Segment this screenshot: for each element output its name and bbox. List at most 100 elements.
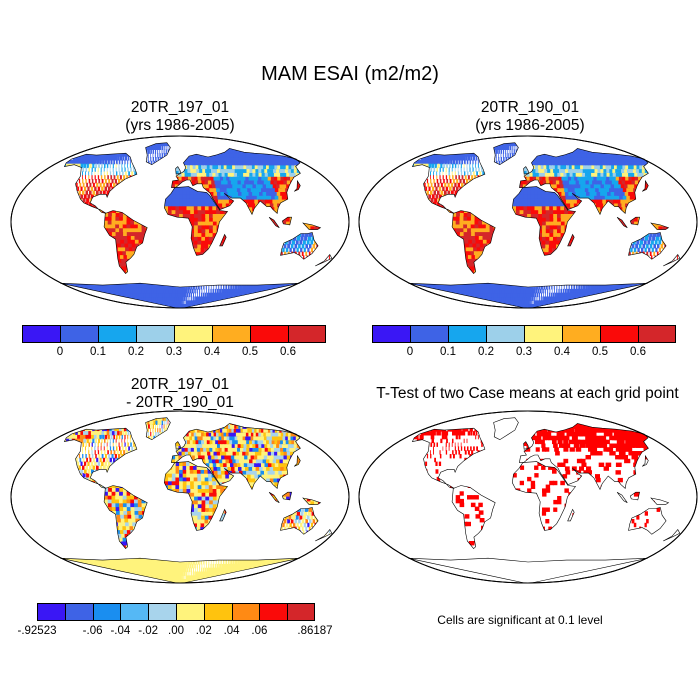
grid-cell: [310, 240, 314, 245]
grid-cell: [119, 223, 124, 229]
grid-cell: [307, 236, 311, 241]
grid-cell: [155, 157, 157, 162]
grid-cell: [560, 205, 565, 211]
grid-cell: [232, 285, 235, 290]
grid-cell: [553, 228, 558, 234]
grid-cell: [556, 209, 562, 214]
grid-cell: [118, 167, 120, 172]
grid-cell: [305, 244, 308, 249]
grid-cell: [101, 179, 104, 184]
grid-cell: [653, 251, 656, 256]
grid-cell: [220, 209, 225, 214]
grid-cell: [534, 198, 539, 203]
grid-cell: [181, 172, 186, 177]
grid-cell: [184, 168, 189, 173]
grid-cell: [252, 183, 259, 189]
grid-cell: [157, 153, 159, 158]
grid-cell: [224, 234, 227, 239]
grid-cell: [132, 246, 138, 252]
grid-cell: [513, 142, 516, 147]
grid-cell: [571, 176, 577, 181]
coastline: [145, 142, 171, 166]
grid-cell: [584, 187, 591, 192]
grid-cell: [447, 159, 450, 165]
grid-cell: [198, 180, 203, 185]
grid-cell: [595, 199, 600, 204]
grid-cell: [465, 156, 468, 161]
grid-cell: [200, 244, 205, 249]
grid-cell: [209, 224, 214, 230]
grid-cell: [545, 213, 551, 218]
grid-cell: [99, 182, 102, 188]
grid-cell: [111, 231, 117, 236]
grid-cell: [454, 190, 458, 195]
grid-cell: [505, 145, 508, 150]
grid-cell: [562, 180, 568, 185]
grid-cell: [208, 183, 214, 189]
grid-cell: [186, 292, 189, 298]
grid-cell: [444, 159, 448, 165]
grid-cell: [212, 201, 217, 207]
grid-cell: [508, 288, 514, 294]
grid-cell: [507, 149, 509, 154]
grid-cell: [534, 201, 539, 207]
grid-cell: [538, 236, 543, 241]
grid-cell: [114, 179, 117, 184]
grid-cell: [642, 244, 646, 249]
grid-cell: [472, 243, 478, 248]
grid-cell: [120, 243, 126, 248]
grid-cell: [579, 168, 586, 173]
grid-cell: [468, 243, 474, 248]
grid-cell: [651, 247, 654, 253]
grid-cell: [130, 231, 136, 236]
grid-cell: [548, 251, 552, 256]
grid-cell: [240, 180, 247, 185]
grid-cell: [569, 172, 575, 177]
grid-cell: [655, 236, 659, 241]
grid-cell: [459, 179, 462, 184]
grid-cell: [201, 157, 206, 162]
grid-cell: [317, 225, 321, 230]
grid-cell: [204, 292, 207, 298]
grid-cell: [557, 191, 563, 196]
grid-cell: [459, 231, 465, 236]
grid-cell: [468, 266, 475, 271]
grid-cell: [206, 172, 211, 177]
grid-cell: [259, 191, 265, 196]
grid-cell: [664, 244, 667, 249]
grid-cell: [188, 300, 191, 305]
grid-cell: [180, 285, 183, 290]
grid-cell: [462, 156, 466, 161]
grid-cell: [527, 198, 532, 203]
grid-cell: [616, 199, 622, 204]
grid-cell: [585, 180, 591, 185]
grid-cell: [212, 187, 218, 192]
grid-cell: [197, 296, 200, 301]
grid-cell: [575, 172, 582, 177]
grid-cell: [648, 236, 652, 241]
grid-cell: [529, 172, 534, 177]
grid-cell: [216, 209, 221, 214]
grid-cell: [629, 187, 636, 192]
grid-cell: [437, 190, 440, 195]
grid-cell: [544, 190, 549, 195]
grid-cell: [179, 209, 184, 214]
grid-cell: [542, 176, 547, 181]
grid-cell: [471, 254, 477, 259]
grid-cell: [209, 228, 214, 234]
grid-cell: [469, 163, 471, 169]
grid-cell: [178, 296, 181, 301]
grid-cell: [601, 180, 608, 185]
grid-cell: [264, 195, 270, 200]
grid-cell: [439, 175, 441, 180]
grid-cell: [150, 149, 152, 154]
grid-cell: [255, 191, 261, 196]
grid-cell: [254, 187, 260, 192]
grid-cell: [467, 153, 471, 157]
grid-cell: [557, 164, 563, 170]
grid-cell: [250, 199, 256, 204]
grid-cell: [608, 180, 615, 185]
grid-cell: [119, 156, 123, 161]
grid-cell: [571, 191, 577, 196]
grid-cell: [92, 190, 96, 195]
